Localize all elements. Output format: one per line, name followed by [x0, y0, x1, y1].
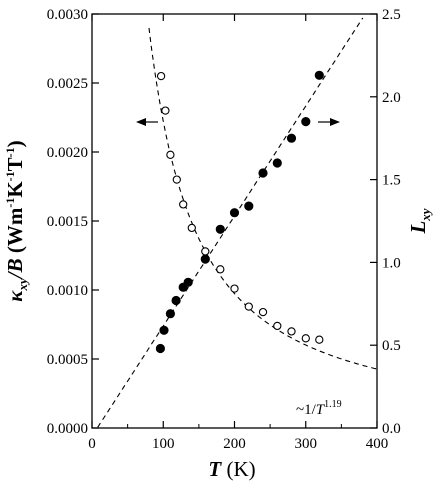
y-right-tick-label: 1.5	[382, 173, 401, 189]
open-circle-point	[187, 223, 196, 233]
filled-circle-point	[258, 168, 268, 178]
data-points	[155, 70, 324, 354]
y-right-tick-label: 1.0	[382, 255, 401, 271]
open-circle-point	[230, 284, 239, 293]
filled-circle-point	[171, 295, 181, 306]
filled-circle-point	[301, 117, 311, 127]
open-circle-point	[161, 106, 170, 115]
y-left-tick-label: 0.0010	[47, 283, 88, 299]
filled-circle-point	[200, 254, 210, 264]
y-right-tick-label: 2.5	[382, 7, 401, 23]
filled-circle-point	[229, 208, 240, 218]
y-left-tick-label: 0.0005	[47, 352, 88, 368]
arrow-left-axis	[136, 118, 158, 126]
fit-curves	[97, 17, 378, 428]
filled-circle-point	[159, 325, 169, 335]
open-circle-point	[315, 335, 324, 344]
y-left-tick-label: 0.0020	[47, 145, 88, 161]
open-circle-point	[179, 200, 188, 209]
y-right-tick-label: 0.5	[382, 338, 401, 354]
x-tick-label: 0	[88, 436, 96, 452]
x-tick-label: 400	[366, 436, 389, 452]
open-circle-point	[156, 71, 166, 81]
y-left-tick-label: 0.0015	[47, 214, 88, 230]
open-circle-point	[273, 321, 282, 331]
open-circle-point	[301, 334, 310, 343]
x-axis-title: T (K)	[208, 457, 255, 481]
x-axis-ticks: 0 100 200 300 400	[88, 14, 388, 452]
y-left-axis-title: κxy/B (Wm-1K-1T-1)	[3, 140, 30, 301]
filled-circle-point	[314, 70, 324, 80]
open-circle-point	[166, 150, 175, 159]
filled-circle-point	[272, 158, 282, 168]
arrow-right-axis	[318, 118, 340, 126]
open-circle-point	[258, 307, 268, 317]
filled-circle-point	[215, 224, 225, 234]
x-tick-label: 200	[223, 436, 246, 452]
filled-circle-point	[286, 133, 297, 143]
open-circle-point	[201, 247, 210, 256]
x-tick-label: 300	[295, 436, 318, 452]
y-left-tick-label: 0.0000	[47, 421, 88, 437]
filled-circle-point	[183, 277, 193, 287]
open-circle-point	[287, 327, 296, 336]
y-left-axis-ticks: 0.0000 0.0005 0.0010 0.0015 0.0020 0.0025 0.00…	[47, 7, 99, 437]
y-right-tick-label: 2.0	[382, 90, 401, 106]
y-right-axis-ticks: 0.0 0.5 1.0 1.5 2.0 2.5	[370, 7, 401, 437]
y-right-axis-title: Lxy	[406, 208, 433, 234]
x-tick-label: 100	[152, 436, 175, 452]
fit-annotation: ~1/T1.19	[296, 399, 342, 418]
filled-circle-point	[165, 309, 175, 319]
power-law-fit-curve	[148, 27, 378, 370]
y-left-tick-label: 0.0025	[47, 76, 88, 92]
open-circle-point	[244, 302, 253, 311]
y-right-tick-label: 0.0	[382, 421, 401, 437]
plot-frame	[91, 13, 378, 429]
filled-circle-point	[244, 201, 254, 211]
open-circle-point	[216, 265, 225, 274]
y-left-tick-label: 0.0030	[47, 7, 88, 23]
linear-fit-line	[97, 17, 364, 428]
open-circle-point	[172, 175, 181, 184]
filled-circle-point	[155, 343, 165, 354]
